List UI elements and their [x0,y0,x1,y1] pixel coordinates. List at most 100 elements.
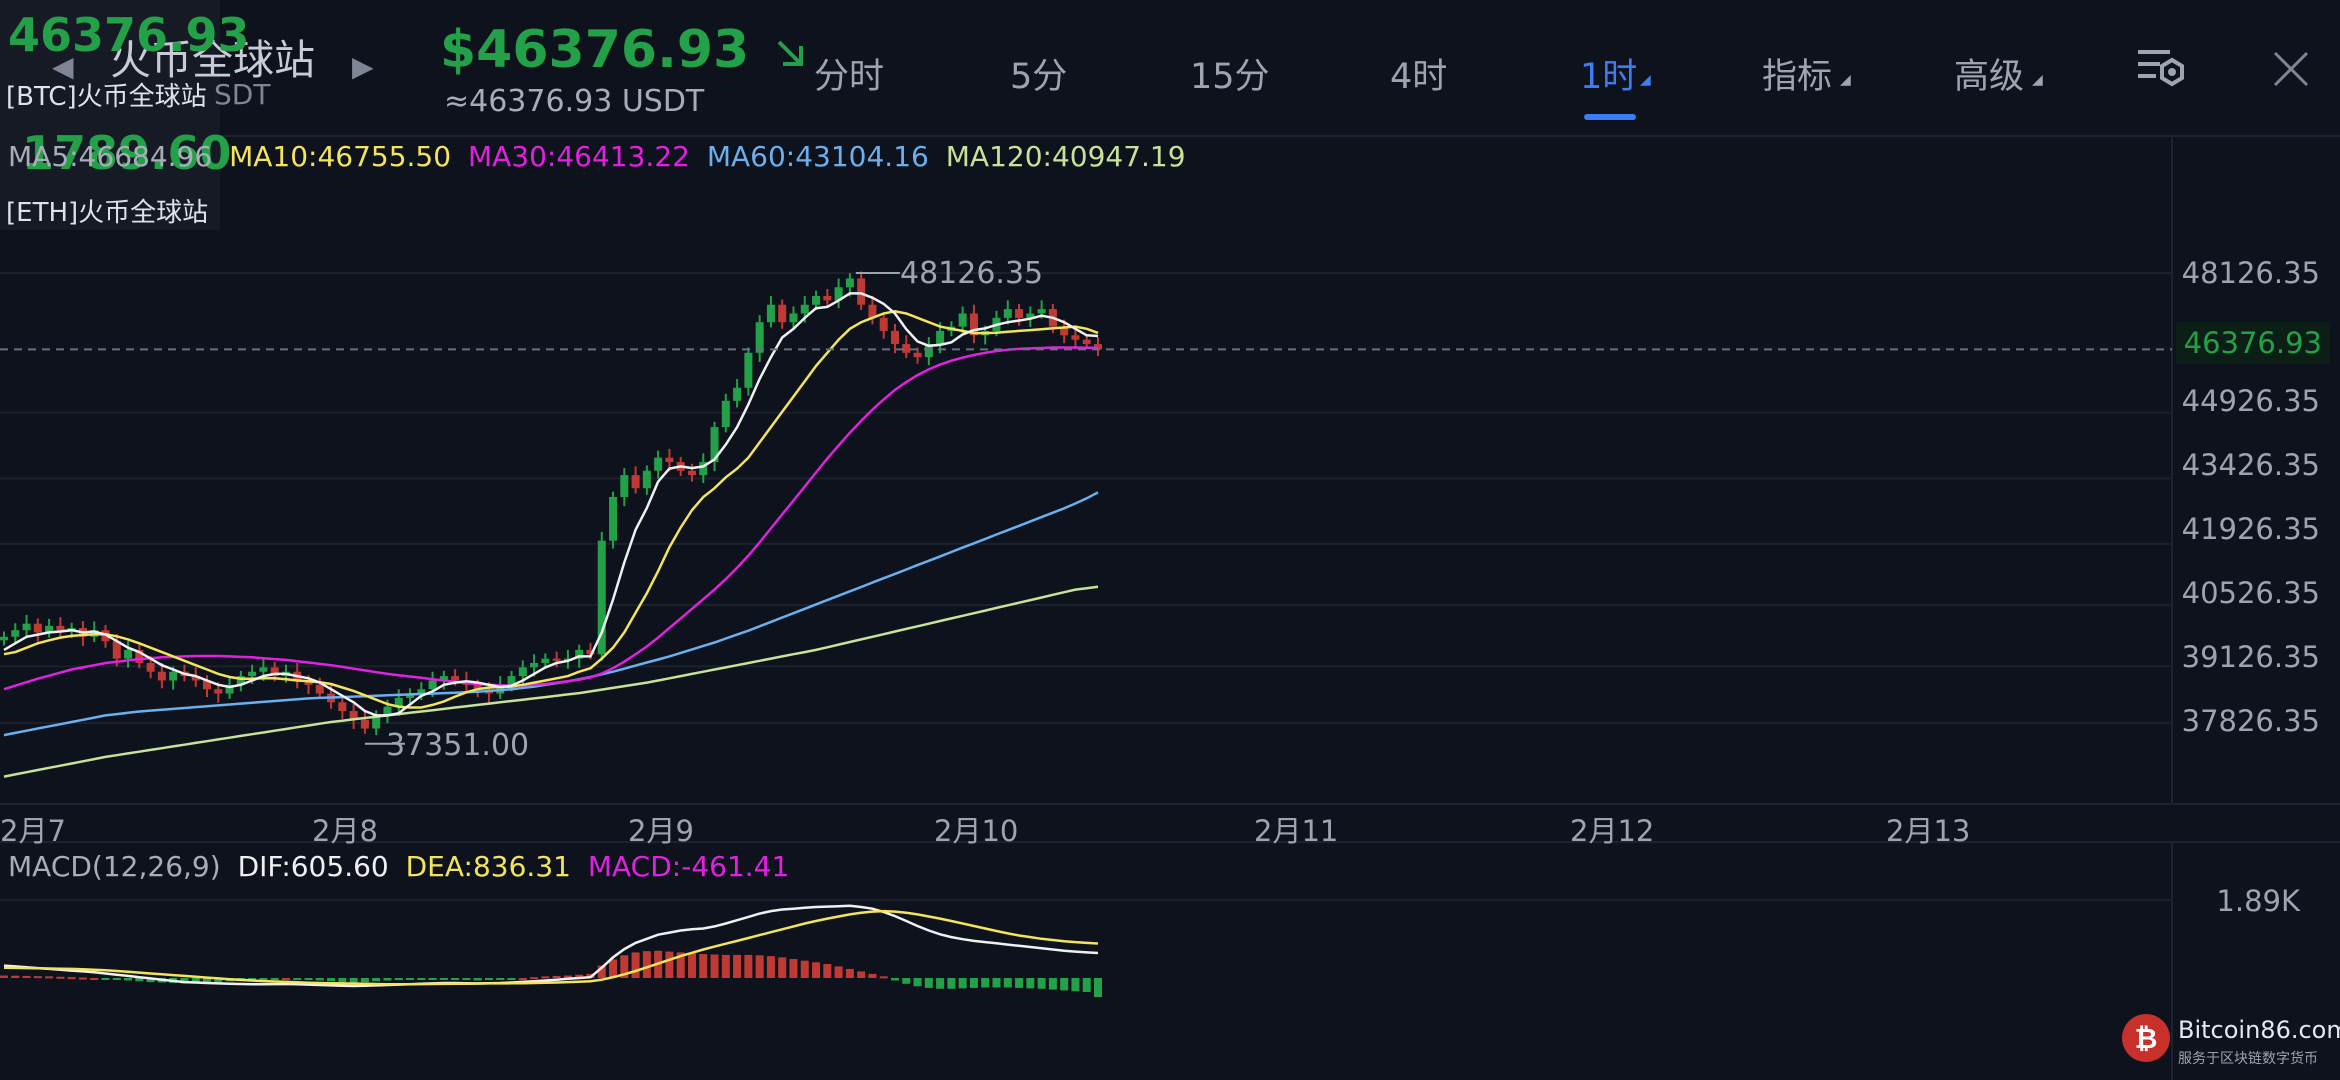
bitcoin-logo-icon: ₿ [2122,1014,2170,1062]
macd-value: MACD:-461.41 [587,850,790,883]
macd-histogram-bar [879,976,888,979]
price-tick-1: 48126.35 [2181,256,2320,290]
macd-histogram-bar [766,956,775,978]
candle-body [372,715,381,729]
macd-histogram-bar [507,978,516,980]
candle-body [857,278,866,305]
tab-indicators[interactable]: 指标 [1762,57,1833,97]
macd-histogram-bar [214,978,223,983]
candle-body [451,676,460,681]
candle-body [744,352,753,388]
candle-body [1026,313,1035,318]
candle-body [766,304,775,323]
macd-histogram-bar [67,977,76,980]
candle-body [642,470,651,489]
macd-histogram-bar [1015,978,1024,988]
macd-histogram-bar [812,962,821,978]
macd-histogram-bar [552,975,561,978]
macd-histogram-bar [609,959,618,978]
price-tick-2: 44926.35 [2181,384,2320,418]
candle-body [304,680,313,685]
candle-body [135,649,144,663]
macd-histogram-bar [913,978,922,987]
macd-histogram-bar [721,954,730,978]
exchange-title: 火币全球站 [110,36,315,84]
prev-symbol-icon[interactable]: ◀ [52,50,74,83]
macd-histogram-bar [1026,978,1035,989]
macd-histogram-bar [270,978,279,980]
macd-histogram-bar [349,978,358,983]
ma60-value: MA60:43104.16 [706,140,929,173]
candle-body [259,667,268,672]
candle-body [146,662,155,672]
tab-1h[interactable]: 1时 [1580,57,1638,97]
svg-text:₿: ₿ [2135,1022,2158,1055]
close-icon[interactable] [2272,50,2310,92]
candle-body [575,649,584,659]
macd-histogram-bar [394,978,403,981]
macd-histogram-bar [597,965,606,978]
macd-histogram-bar [56,976,65,979]
btc-symbol-label: [BTC]火币全球站 [6,82,207,112]
macd-histogram-bar [541,976,550,979]
macd-histogram-bar [428,978,437,980]
macd-histogram-bar [0,975,8,978]
candle-body [654,457,663,471]
candle-body [631,475,640,489]
candle-body [349,711,358,720]
tab-4h[interactable]: 4时 [1390,57,1448,97]
candle-body [733,387,742,401]
macd-histogram-bar [439,978,448,980]
candle-body [969,313,978,336]
macd-histogram-bar [1048,978,1057,990]
symbol-overlay[interactable]: ◀ 火币全球站 46376.93 [BTC]火币全球站 SDT 1789.60 … [0,0,315,230]
eth-symbol-label: [ETH]火币全球站 [6,198,209,228]
time-tick-5: 2月11 [1254,814,1339,848]
macd-histogram-bar [338,978,347,983]
tab-5min[interactable]: 5分 [1010,57,1068,97]
tab-15min[interactable]: 15分 [1190,57,1270,97]
candle-body [428,680,437,690]
arrow-down-right-icon [777,40,804,66]
macd-histogram-bar [417,978,426,980]
candle-body [1060,326,1069,336]
macd-histogram-bar [981,978,990,988]
candle-body [236,676,245,685]
candle-body [812,295,821,305]
macd-histogram-bar [293,978,302,980]
candle-body [721,400,730,428]
tab-timeshare[interactable]: 分时 [814,57,885,97]
candle-body [394,697,403,707]
macd-title: MACD(12,26,9) [8,850,221,883]
ma30-value: MA30:46413.22 [467,140,690,173]
candle-body [56,625,65,631]
next-symbol-icon[interactable]: ▶ [352,50,374,83]
macd-histogram-bar [124,978,133,981]
tab-advanced[interactable]: 高级 [1954,57,2025,97]
candle-body [473,684,482,690]
price-tick-4: 41926.35 [2181,512,2320,546]
macd-histogram-bar [924,978,933,988]
candle-body [203,680,212,690]
candle-body [112,641,121,659]
ma10-value: MA10:46755.50 [229,140,452,173]
macd-histogram-bar [135,978,144,982]
macd-histogram-bar [563,975,572,978]
macd-histogram-bar [360,978,369,983]
macd-histogram-bar [1060,978,1069,991]
candle-body [191,676,200,681]
macd-histogram-bar [1003,978,1012,988]
macd-histogram-bar [530,977,539,980]
macd-histogram-bar [112,978,121,980]
macd-histogram-bar [146,978,155,983]
ma10-line [3,310,1099,709]
dif-line [3,904,1099,988]
high-annotation: 48126.35 [900,256,1044,291]
candle-body [902,344,911,353]
macd-histogram-bar [315,978,324,981]
candle-body [845,278,854,288]
macd-histogram-bar [101,978,110,980]
candle-body [214,689,223,694]
chart-settings-icon[interactable] [2136,46,2186,94]
